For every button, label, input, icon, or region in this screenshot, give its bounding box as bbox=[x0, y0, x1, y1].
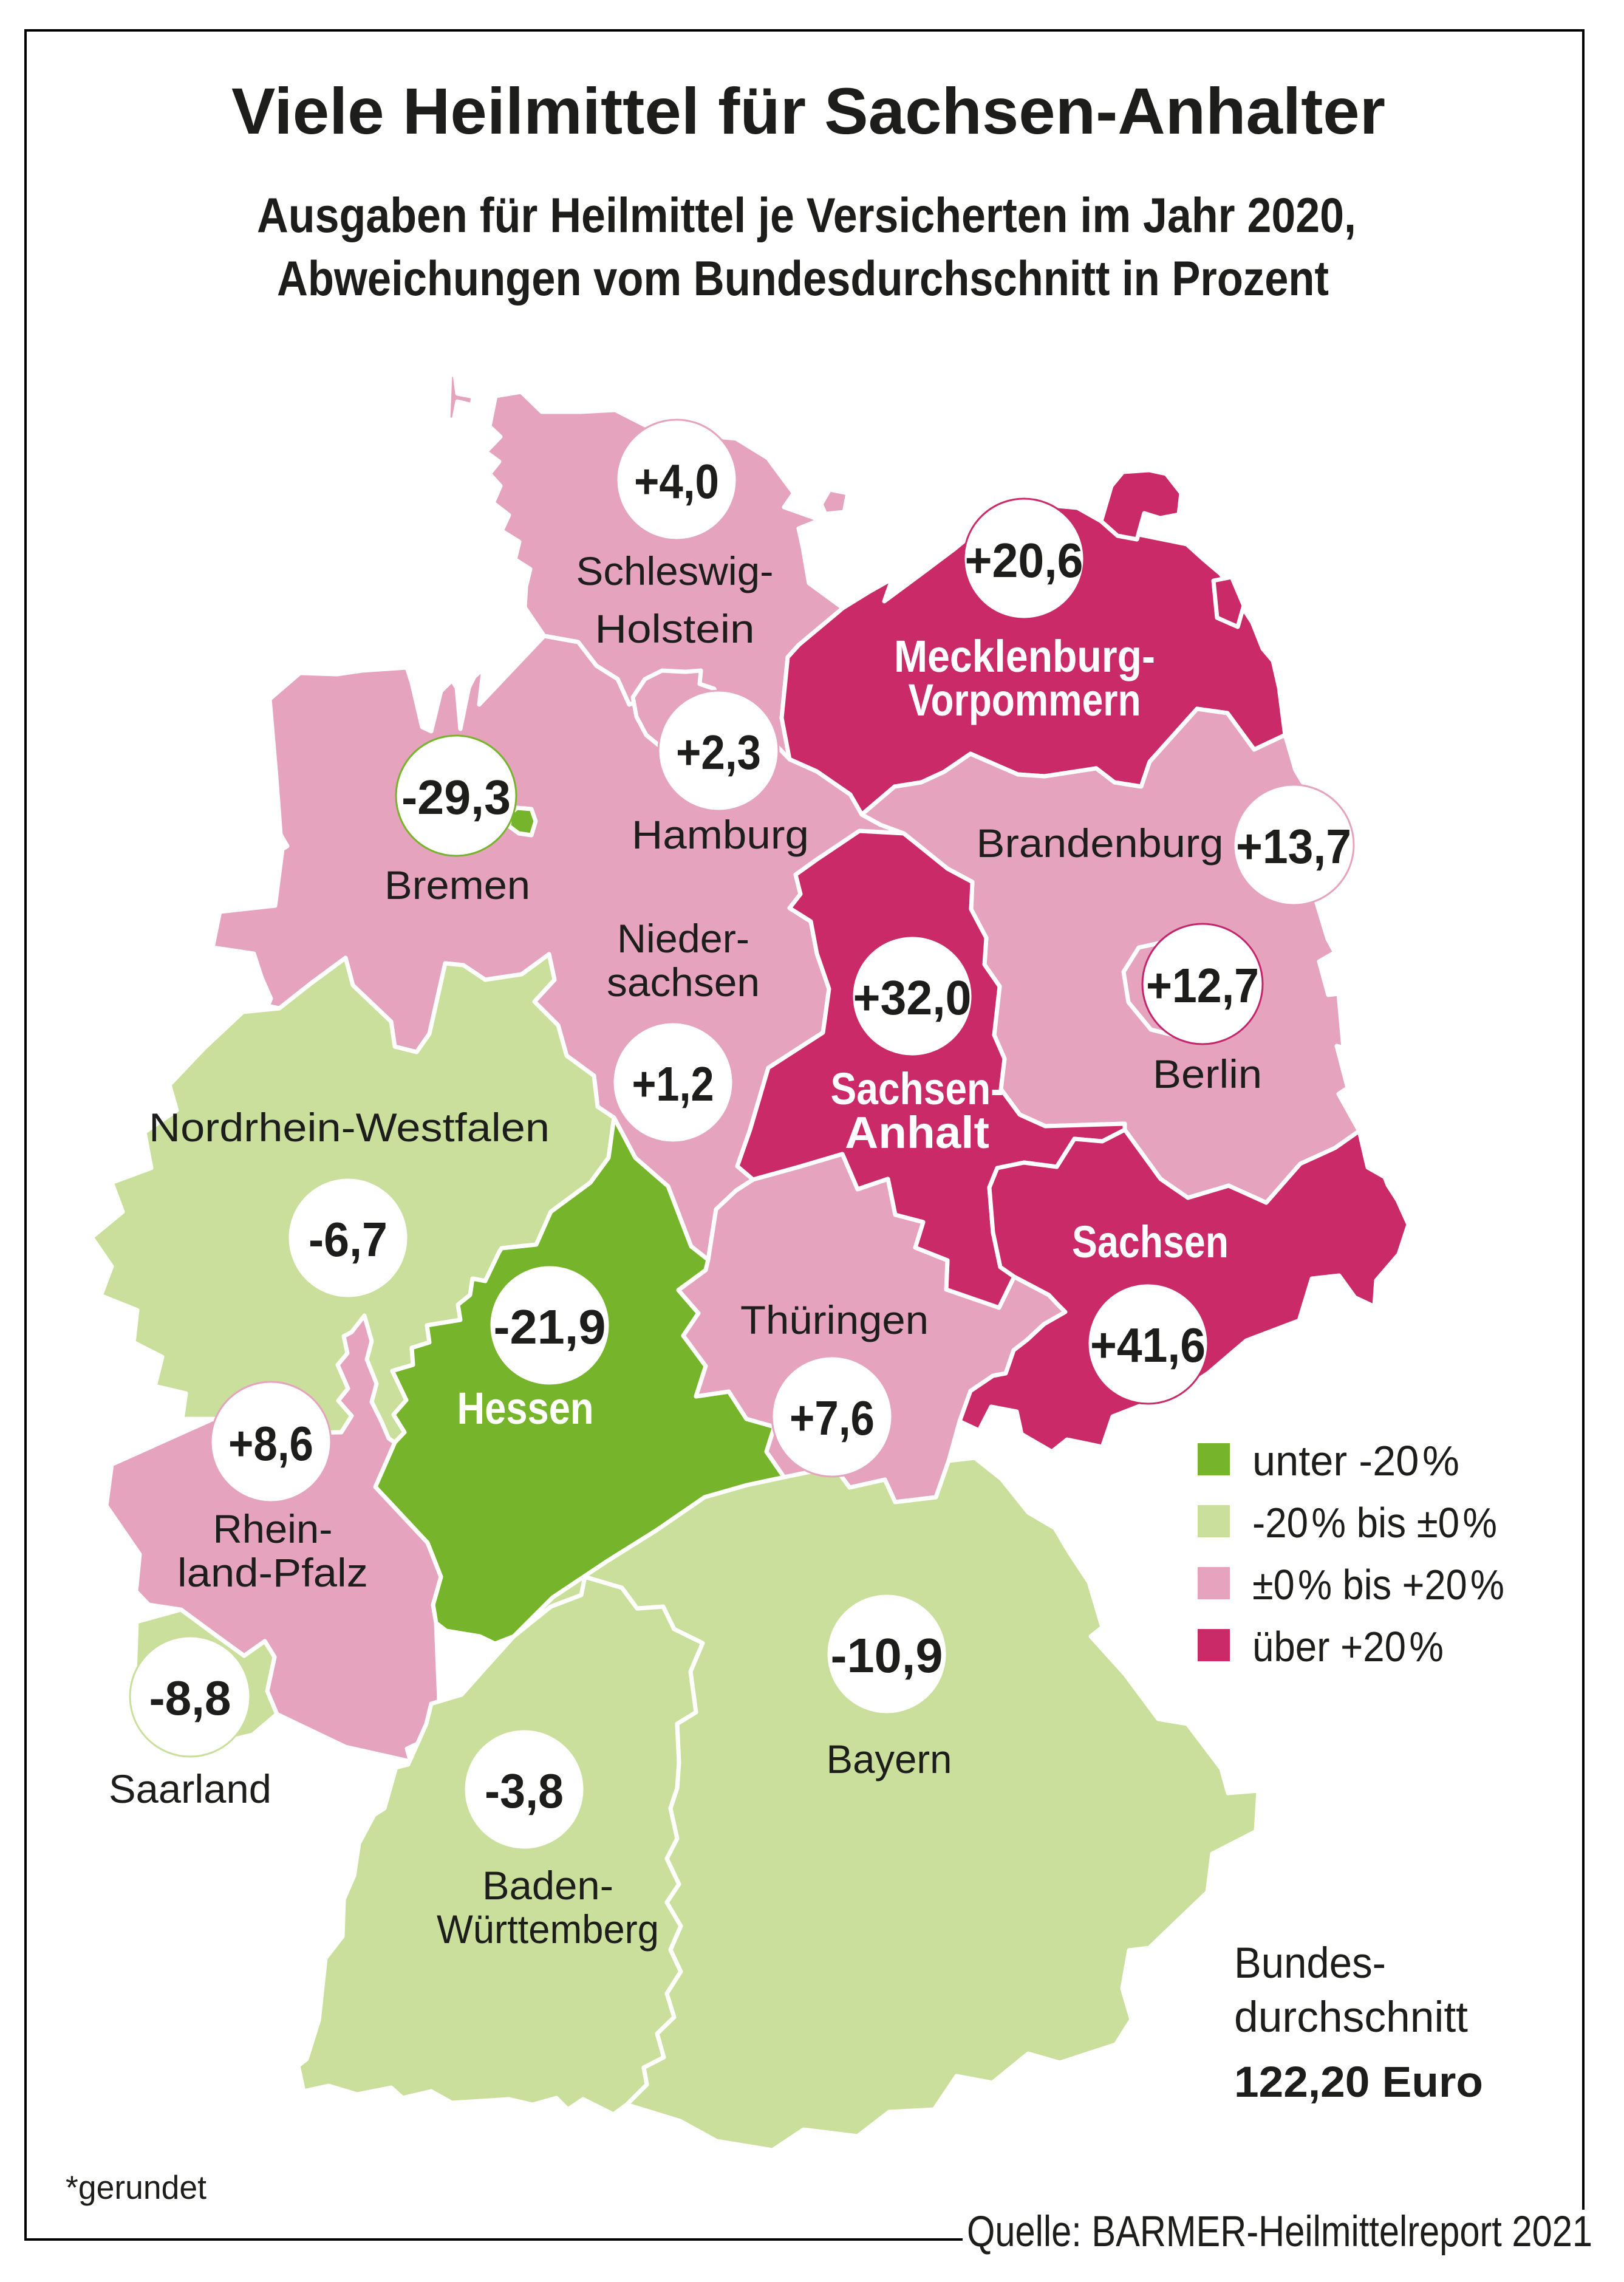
svg-text:-8,8: -8,8 bbox=[149, 1671, 231, 1725]
svg-text:*gerundet: *gerundet bbox=[66, 2168, 206, 2206]
svg-text:über +20 %: über +20 % bbox=[1252, 1623, 1444, 1670]
svg-text:Sachsen: Sachsen bbox=[1072, 1217, 1229, 1267]
svg-text:Brandenburg: Brandenburg bbox=[977, 821, 1224, 866]
svg-text:Berlin: Berlin bbox=[1153, 1051, 1262, 1096]
svg-text:unter -20 %: unter -20 % bbox=[1252, 1437, 1459, 1484]
svg-text:Schleswig-: Schleswig- bbox=[576, 548, 774, 593]
svg-text:Vorpommern: Vorpommern bbox=[909, 675, 1141, 725]
svg-text:Thüringen: Thüringen bbox=[740, 1297, 929, 1342]
svg-text:+12,7: +12,7 bbox=[1146, 958, 1259, 1013]
svg-text:Quelle: BARMER-Heilmittelrepor: Quelle: BARMER-Heilmittelreport 2021 bbox=[967, 2208, 1592, 2256]
svg-text:+2,3: +2,3 bbox=[676, 725, 761, 779]
svg-text:Abweichungen vom Bundesdurchsc: Abweichungen vom Bundesdurchschnitt in P… bbox=[277, 251, 1329, 306]
svg-text:Holstein: Holstein bbox=[595, 606, 755, 651]
svg-text:+4,0: +4,0 bbox=[634, 454, 719, 508]
svg-text:Württemberg: Württemberg bbox=[437, 1907, 659, 1952]
svg-text:-20 % bis ±0 %: -20 % bis ±0 % bbox=[1252, 1499, 1497, 1546]
svg-text:Bremen: Bremen bbox=[384, 863, 530, 907]
svg-text:Nordrhein-Westfalen: Nordrhein-Westfalen bbox=[149, 1105, 550, 1150]
svg-text:durchschnitt: durchschnitt bbox=[1234, 1993, 1468, 2041]
svg-text:+8,6: +8,6 bbox=[228, 1416, 313, 1471]
svg-text:sachsen: sachsen bbox=[607, 960, 760, 1005]
svg-text:122,20 Euro: 122,20 Euro bbox=[1234, 2058, 1483, 2106]
svg-text:-10,9: -10,9 bbox=[831, 1628, 943, 1682]
svg-text:+20,6: +20,6 bbox=[965, 533, 1083, 587]
svg-text:-3,8: -3,8 bbox=[485, 1764, 564, 1818]
svg-text:Bundes-: Bundes- bbox=[1234, 1939, 1386, 1987]
svg-text:Hamburg: Hamburg bbox=[632, 812, 809, 857]
svg-text:+32,0: +32,0 bbox=[853, 971, 972, 1025]
svg-text:Mecklenburg-: Mecklenburg- bbox=[894, 631, 1155, 682]
svg-text:Rhein-: Rhein- bbox=[213, 1506, 333, 1551]
svg-text:Sachsen-: Sachsen- bbox=[831, 1064, 1004, 1114]
svg-text:Bayern: Bayern bbox=[827, 1737, 952, 1782]
svg-text:-6,7: -6,7 bbox=[309, 1212, 387, 1266]
svg-text:land-Pfalz: land-Pfalz bbox=[177, 1550, 368, 1595]
svg-text:+41,6: +41,6 bbox=[1090, 1318, 1206, 1372]
svg-text:Viele Heilmittel für Sachsen-A: Viele Heilmittel für Sachsen-Anhalter bbox=[231, 74, 1385, 148]
svg-text:Anhalt: Anhalt bbox=[845, 1107, 989, 1158]
svg-text:Saarland: Saarland bbox=[109, 1766, 271, 1811]
svg-text:-21,9: -21,9 bbox=[494, 1300, 606, 1354]
svg-text:-29,3: -29,3 bbox=[401, 770, 511, 824]
svg-text:+1,2: +1,2 bbox=[632, 1057, 714, 1111]
svg-text:Baden-: Baden- bbox=[482, 1863, 613, 1908]
svg-text:+13,7: +13,7 bbox=[1236, 819, 1351, 873]
svg-text:Nieder-: Nieder- bbox=[617, 916, 749, 961]
svg-text:±0 % bis +20 %: ±0 % bis +20 % bbox=[1252, 1561, 1504, 1608]
svg-text:+7,6: +7,6 bbox=[790, 1391, 875, 1445]
svg-text:Ausgaben für Heilmittel je Ver: Ausgaben für Heilmittel je Versicherten … bbox=[257, 188, 1356, 243]
svg-text:Hessen: Hessen bbox=[457, 1383, 594, 1433]
